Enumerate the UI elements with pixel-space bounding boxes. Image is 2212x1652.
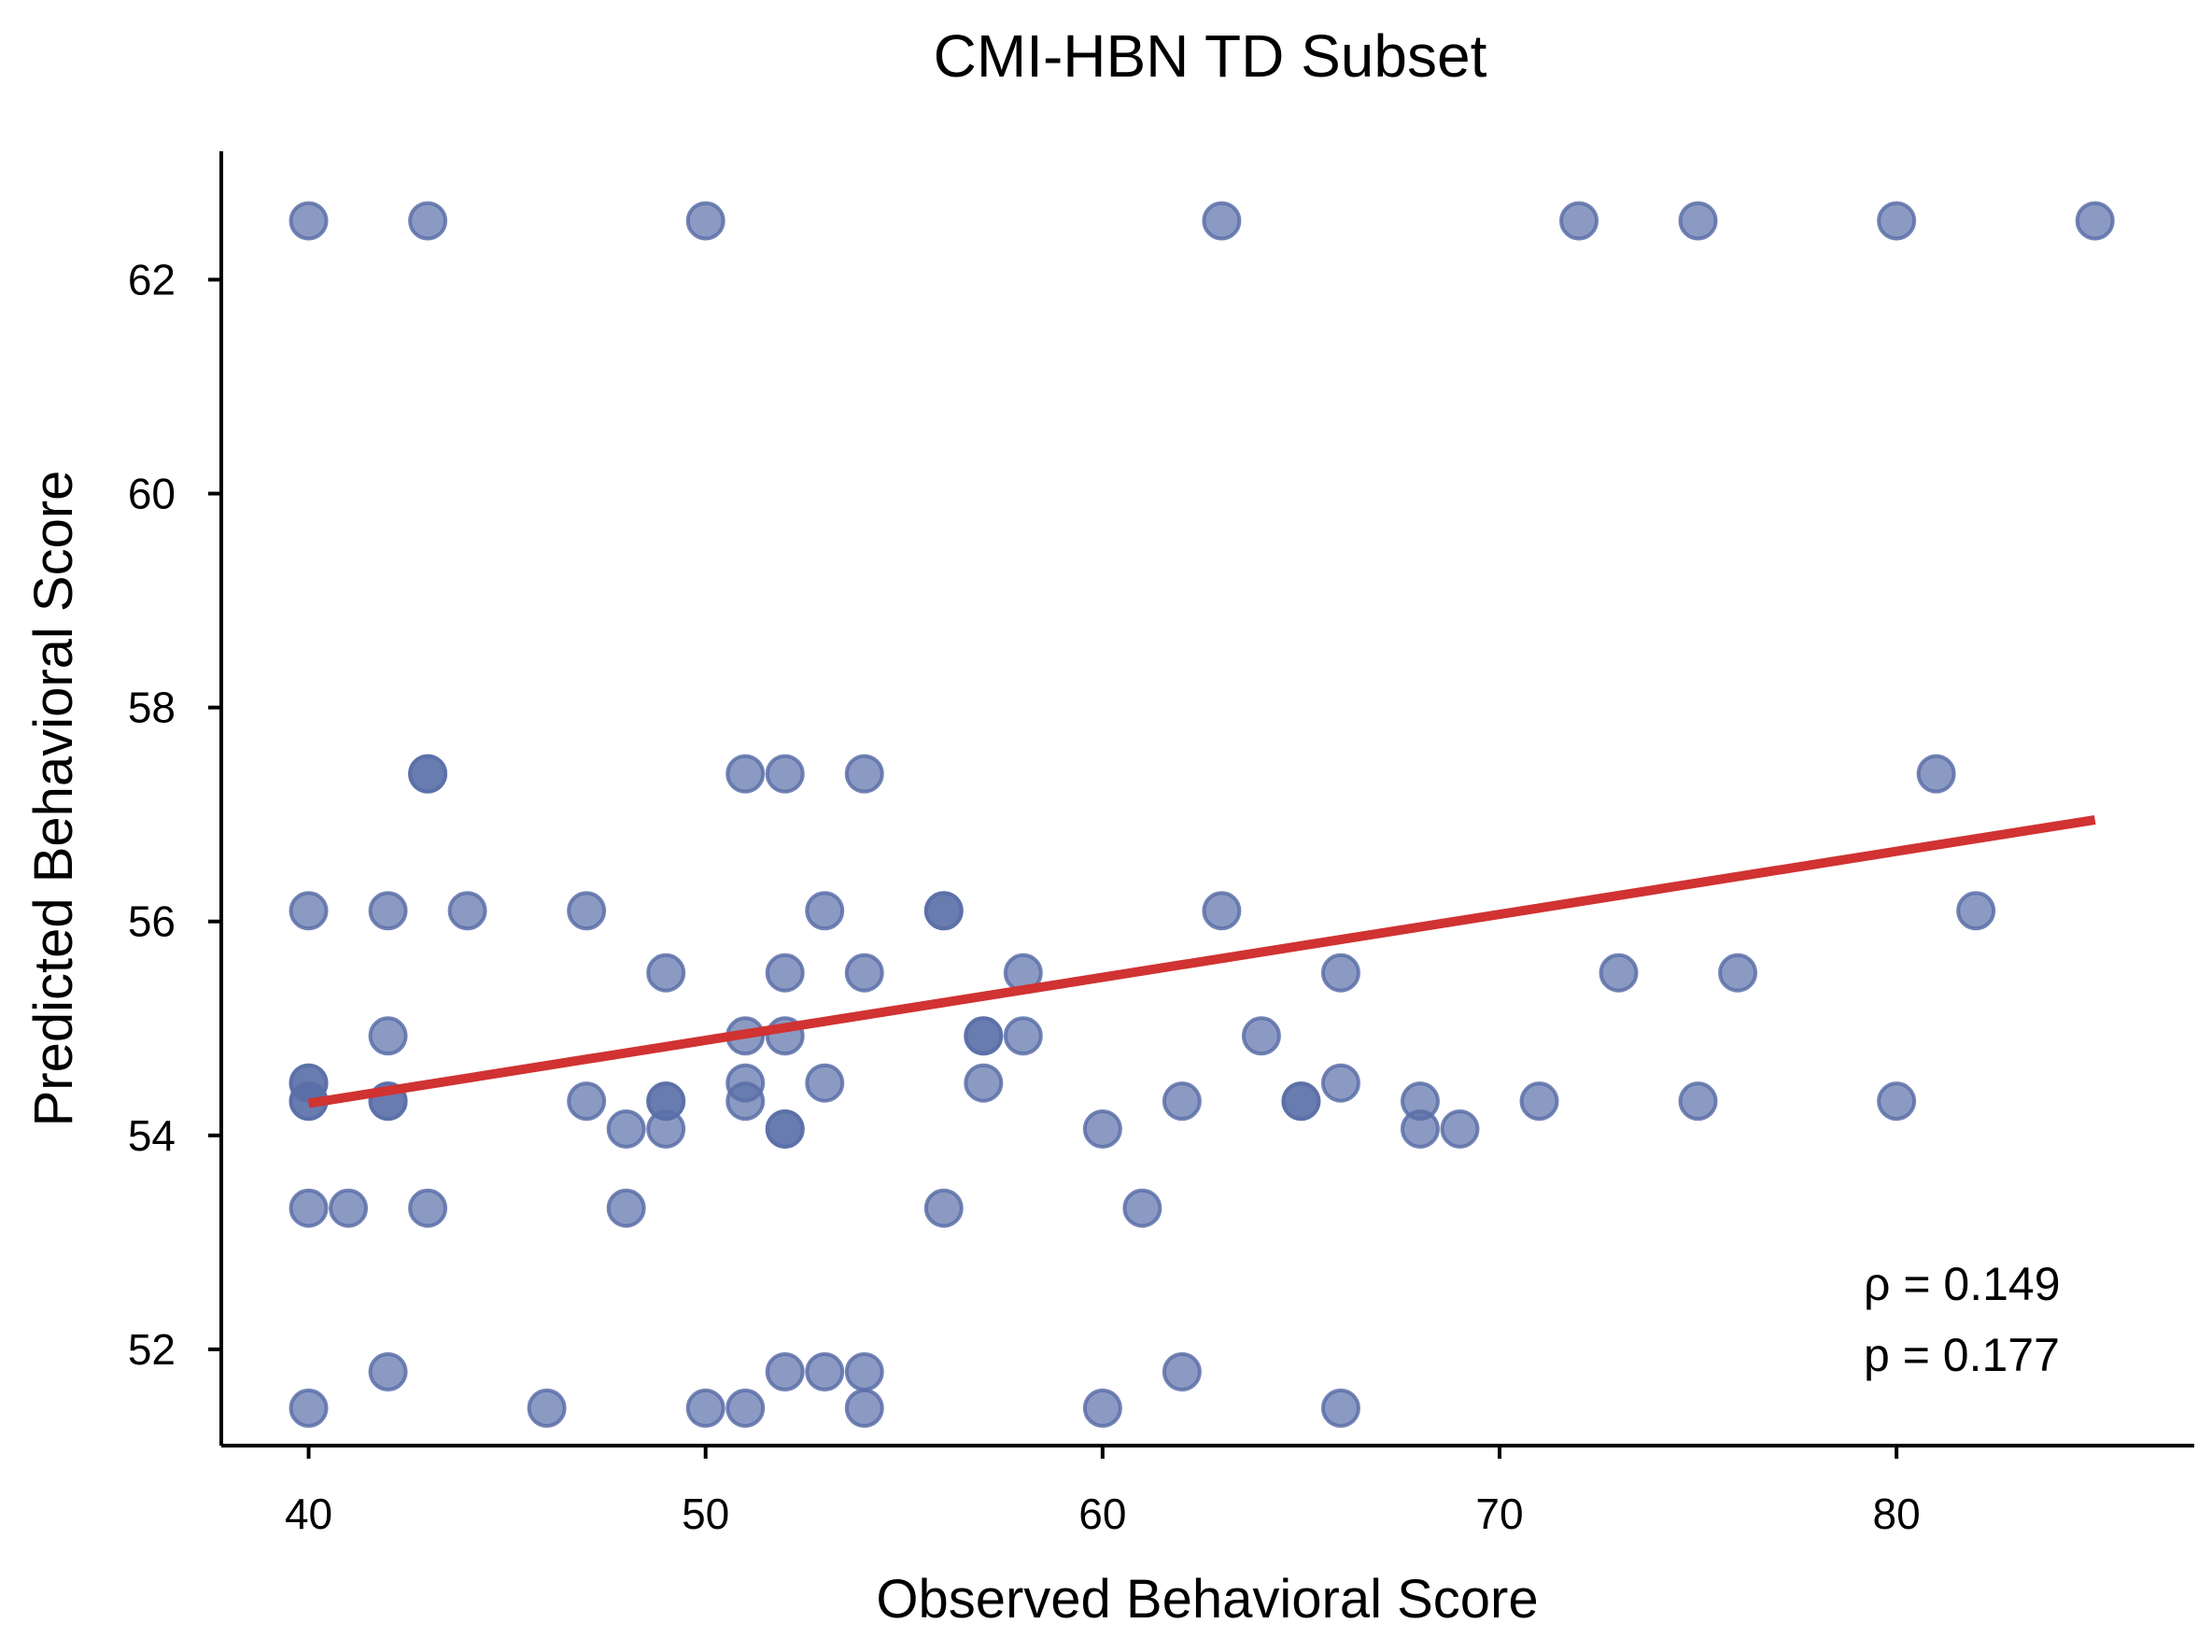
y-tick-label-58: 58 (128, 684, 176, 732)
y-tick-label-60: 60 (128, 470, 176, 518)
data-point-28 (1599, 953, 1639, 993)
data-point-20 (923, 891, 964, 931)
data-point-67 (408, 1188, 448, 1228)
data-point-40 (805, 1063, 845, 1103)
data-point-57 (1877, 1081, 1917, 1122)
data-point-23 (646, 953, 686, 993)
y-tick-label-56: 56 (128, 897, 176, 946)
data-point-27 (1320, 953, 1360, 993)
data-point-36 (1241, 1016, 1281, 1056)
data-point-80 (844, 1388, 884, 1428)
data-point-24 (765, 953, 805, 993)
data-point-68 (606, 1188, 646, 1228)
data-point-12 (844, 754, 884, 794)
data-point-10 (726, 754, 766, 794)
data-point-65 (289, 1188, 329, 1228)
data-point-56 (1678, 1081, 1718, 1122)
p-annotation: p = 0.177 (1864, 1329, 2060, 1381)
data-point-72 (765, 1351, 805, 1391)
data-point-16 (447, 891, 487, 931)
data-point-9 (408, 754, 448, 794)
data-point-30 (368, 1016, 408, 1056)
data-point-29 (1718, 953, 1758, 993)
y-tick-label-52: 52 (128, 1325, 176, 1374)
x-tick-label-40: 40 (285, 1490, 332, 1538)
data-point-73 (805, 1351, 845, 1391)
data-point-51 (1162, 1081, 1202, 1122)
x-tick-label-70: 70 (1475, 1490, 1523, 1538)
data-point-1 (408, 201, 448, 241)
data-point-66 (329, 1188, 369, 1228)
data-point-42 (1320, 1063, 1360, 1103)
y-ticks: 52 54 56 58 60 62 (128, 255, 221, 1374)
data-point-61 (765, 1108, 805, 1149)
data-point-58 (606, 1108, 646, 1149)
chart-title: CMI-HBN TD Subset (934, 22, 1487, 90)
data-point-63 (1400, 1108, 1440, 1149)
points-layer (289, 201, 2115, 1428)
data-point-41 (964, 1063, 1004, 1103)
data-point-70 (1122, 1188, 1162, 1228)
data-point-2 (685, 201, 726, 241)
data-point-4 (1559, 201, 1599, 241)
y-tick-label-62: 62 (128, 255, 176, 304)
data-point-75 (1162, 1351, 1202, 1391)
x-ticks: 40 50 60 70 80 (285, 1446, 1921, 1538)
data-point-47 (567, 1081, 607, 1122)
x-tick-label-50: 50 (682, 1490, 729, 1538)
data-point-78 (685, 1388, 726, 1428)
data-point-71 (368, 1351, 408, 1391)
data-point-53 (1281, 1081, 1321, 1122)
data-point-17 (567, 891, 607, 931)
data-point-22 (1956, 891, 1996, 931)
regression-line (307, 814, 2096, 1108)
data-point-79 (726, 1388, 766, 1428)
data-point-34 (964, 1016, 1004, 1056)
data-point-76 (289, 1388, 329, 1428)
fit-layer (307, 814, 2096, 1108)
y-axis-label: Predicted Behavioral Score (23, 471, 84, 1127)
data-point-77 (527, 1388, 567, 1428)
data-point-14 (289, 891, 329, 931)
data-point-13 (1916, 754, 1956, 794)
data-point-0 (289, 201, 329, 241)
y-tick-label-54: 54 (128, 1111, 176, 1160)
data-point-6 (1877, 201, 1917, 241)
data-point-59 (646, 1108, 686, 1149)
data-point-11 (765, 754, 805, 794)
data-point-15 (368, 891, 408, 931)
data-point-50 (726, 1081, 766, 1122)
data-point-64 (1440, 1108, 1480, 1149)
data-point-69 (923, 1188, 964, 1228)
data-point-74 (844, 1351, 884, 1391)
data-point-81 (1082, 1388, 1122, 1428)
data-point-5 (1678, 201, 1718, 241)
x-tick-label-80: 80 (1873, 1490, 1921, 1538)
x-axis-label: Observed Behavioral Score (876, 1569, 1538, 1630)
data-point-55 (1519, 1081, 1559, 1122)
data-point-35 (1003, 1016, 1043, 1056)
rho-annotation: ρ = 0.149 (1864, 1258, 2061, 1310)
x-tick-label-60: 60 (1078, 1490, 1126, 1538)
data-point-25 (844, 953, 884, 993)
data-point-18 (805, 891, 845, 931)
data-point-62 (1082, 1108, 1122, 1149)
data-point-82 (1320, 1388, 1360, 1428)
data-point-7 (2075, 201, 2115, 241)
data-point-3 (1202, 201, 1242, 241)
data-point-21 (1202, 891, 1242, 931)
